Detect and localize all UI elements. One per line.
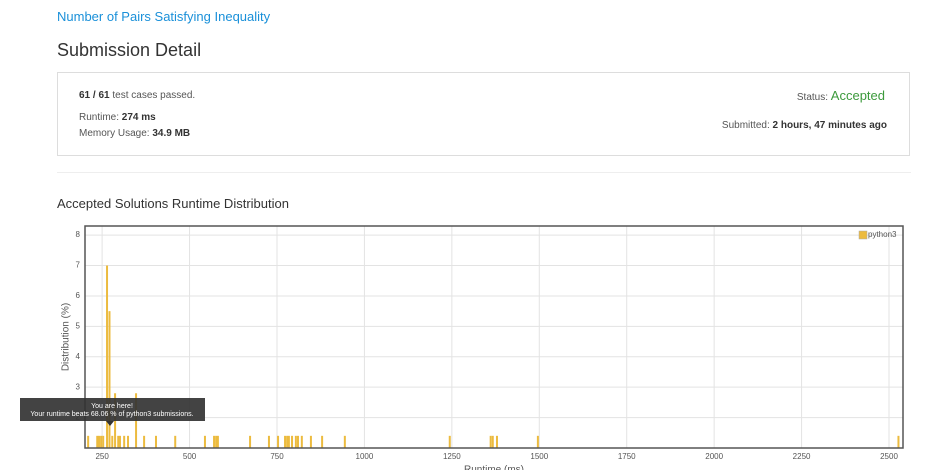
bar — [321, 435, 324, 448]
problem-link[interactable]: Number of Pairs Satisfying Inequality — [57, 9, 271, 24]
testcases-label: test cases passed. — [112, 90, 196, 101]
bar — [536, 435, 539, 448]
x-axis-label: Runtime (ms) — [464, 465, 524, 470]
runtime-value: 274 ms — [121, 112, 156, 123]
testcases-count: 61 / 61 — [79, 90, 110, 101]
status-value: Accepted — [830, 88, 885, 103]
divider — [57, 172, 911, 173]
tooltip-title: You are here! — [91, 403, 133, 410]
bar — [287, 435, 290, 448]
bar — [96, 435, 99, 448]
bar — [215, 435, 218, 448]
bar — [87, 435, 90, 448]
submitted-label: Submitted: — [721, 120, 770, 131]
bar — [111, 435, 114, 448]
bar — [143, 435, 146, 448]
bar — [291, 435, 294, 448]
y-tick-label: 5 — [76, 321, 81, 330]
x-tick-label: 1500 — [530, 452, 548, 461]
bar — [448, 435, 451, 448]
bar — [102, 435, 105, 448]
chart-title: Accepted Solutions Runtime Distribution — [57, 196, 289, 211]
x-tick-label: 2000 — [705, 452, 723, 461]
bar — [106, 265, 109, 448]
memory: Memory Usage: 34.9 MB — [79, 128, 190, 139]
bar — [213, 435, 216, 448]
bar — [277, 435, 280, 448]
plot-border — [84, 225, 904, 449]
x-tick-label: 1000 — [356, 452, 374, 461]
bar — [267, 435, 270, 448]
tooltip-arrow — [106, 421, 114, 426]
bar — [97, 435, 100, 448]
bar — [249, 435, 252, 448]
memory-value: 34.9 MB — [152, 128, 191, 139]
bar — [286, 435, 289, 448]
bar — [123, 435, 126, 448]
bar — [100, 435, 103, 448]
bar — [108, 311, 111, 448]
x-tick-label: 500 — [183, 452, 197, 461]
submitted: Submitted: 2 hours, 47 minutes ago — [722, 120, 887, 131]
page-heading: Submission Detail — [57, 40, 202, 60]
testcases: 61 / 61 test cases passed. — [79, 90, 195, 101]
bar — [127, 435, 130, 448]
submission-box: 61 / 61 test cases passed. Runtime: 274 … — [57, 72, 910, 156]
bar — [118, 435, 121, 448]
bar — [294, 435, 297, 448]
bar — [284, 435, 287, 448]
x-tick-label: 750 — [270, 452, 284, 461]
bar — [117, 435, 120, 448]
bar — [495, 435, 498, 448]
bar — [489, 435, 492, 448]
plot-area — [85, 226, 903, 448]
bar — [343, 435, 346, 448]
bar — [300, 435, 303, 448]
y-axis-label: Distribution (%) — [61, 303, 72, 371]
legend-swatch — [858, 230, 868, 240]
bar — [296, 435, 299, 448]
bar — [203, 435, 206, 448]
bar — [897, 435, 900, 448]
runtime: Runtime: 274 ms — [79, 112, 156, 123]
status-label: Status: — [796, 92, 829, 103]
legend-label: python3 — [868, 230, 897, 239]
submitted-value: 2 hours, 47 minutes ago — [772, 120, 887, 131]
x-tick-label: 2500 — [880, 452, 898, 461]
x-tick-label: 250 — [95, 452, 109, 461]
bar — [174, 435, 177, 448]
bar — [216, 435, 219, 448]
bar — [491, 435, 494, 448]
bar — [309, 435, 312, 448]
y-tick-label: 4 — [76, 352, 81, 361]
tooltip-text: Your runtime beats 68.06 % of python3 su… — [30, 411, 193, 418]
x-tick-label: 1750 — [618, 452, 636, 461]
y-tick-label: 8 — [76, 230, 81, 239]
tooltip — [20, 398, 205, 421]
x-tick-label: 1250 — [443, 452, 461, 461]
runtime-label: Runtime: — [79, 112, 120, 123]
status: Status: Accepted — [797, 88, 885, 103]
bar — [154, 435, 157, 448]
x-tick-label: 2250 — [793, 452, 811, 461]
y-tick-label: 7 — [76, 261, 81, 270]
y-tick-label: 3 — [76, 382, 81, 391]
y-tick-label: 6 — [76, 291, 81, 300]
memory-label: Memory Usage: — [79, 128, 150, 139]
